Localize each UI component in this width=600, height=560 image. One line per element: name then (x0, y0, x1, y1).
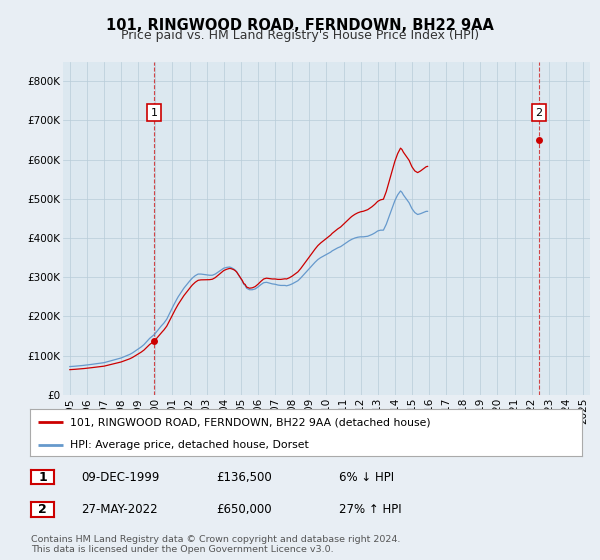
Text: Price paid vs. HM Land Registry's House Price Index (HPI): Price paid vs. HM Land Registry's House … (121, 29, 479, 42)
Text: 2: 2 (535, 108, 542, 118)
Text: 101, RINGWOOD ROAD, FERNDOWN, BH22 9AA: 101, RINGWOOD ROAD, FERNDOWN, BH22 9AA (106, 18, 494, 33)
Text: 2: 2 (38, 503, 47, 516)
Text: 1: 1 (151, 108, 157, 118)
Text: 27% ↑ HPI: 27% ↑ HPI (339, 503, 401, 516)
Text: Contains HM Land Registry data © Crown copyright and database right 2024.: Contains HM Land Registry data © Crown c… (31, 535, 401, 544)
Text: 27-MAY-2022: 27-MAY-2022 (81, 503, 158, 516)
Text: £650,000: £650,000 (216, 503, 272, 516)
Text: £136,500: £136,500 (216, 470, 272, 484)
Text: 09-DEC-1999: 09-DEC-1999 (81, 470, 160, 484)
Text: HPI: Average price, detached house, Dorset: HPI: Average price, detached house, Dors… (70, 440, 308, 450)
Text: 1: 1 (38, 470, 47, 484)
Text: This data is licensed under the Open Government Licence v3.0.: This data is licensed under the Open Gov… (31, 545, 334, 554)
Text: 101, RINGWOOD ROAD, FERNDOWN, BH22 9AA (detached house): 101, RINGWOOD ROAD, FERNDOWN, BH22 9AA (… (70, 417, 430, 427)
Text: 6% ↓ HPI: 6% ↓ HPI (339, 470, 394, 484)
